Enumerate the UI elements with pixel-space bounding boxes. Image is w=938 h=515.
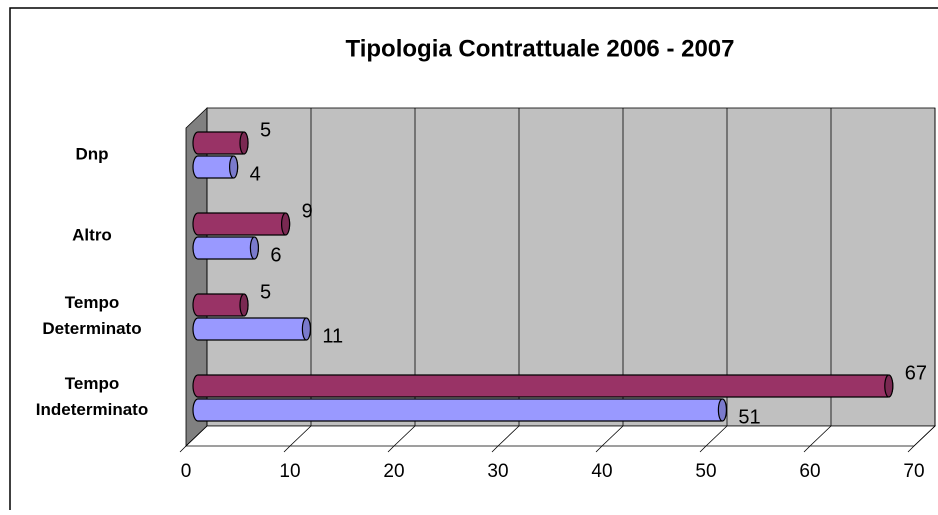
bar-cap [884, 374, 894, 398]
x-tick [387, 445, 395, 453]
floor-grid-line [913, 425, 936, 447]
bar-cap [249, 236, 259, 260]
bar-cap [239, 131, 249, 155]
x-tick-label: 60 [799, 461, 820, 482]
data-label: 67 [905, 362, 927, 384]
x-tick [803, 445, 811, 453]
bar-cap [239, 293, 249, 317]
x-tick [699, 445, 707, 453]
x-tick [179, 445, 187, 453]
x-tick [491, 445, 499, 453]
x-tick-label: 30 [487, 461, 508, 482]
y-tick-label: Tempo Indeterminato [36, 374, 148, 419]
bar [192, 374, 894, 398]
x-tick [283, 445, 291, 453]
floor-grid-line [497, 425, 520, 447]
chart-title: Tipologia Contrattuale 2006 - 2007 [345, 35, 734, 62]
data-label: 4 [250, 163, 261, 185]
x-tick-label: 20 [383, 461, 404, 482]
y-tick-label: Altro [72, 225, 112, 244]
data-label: 11 [322, 325, 343, 347]
x-tick-label: 10 [279, 461, 300, 482]
x-tick-label: 70 [903, 461, 924, 482]
bar-cap [281, 212, 291, 236]
bar [192, 398, 728, 422]
bar-cap [717, 398, 728, 422]
x-tick-label: 0 [181, 461, 192, 482]
floor-grid-line [185, 425, 208, 447]
y-tick-label: Tempo Determinato [42, 293, 141, 338]
bar [192, 317, 312, 341]
floor [185, 425, 936, 447]
data-label: 5 [260, 119, 271, 141]
x-tick-label: 50 [695, 461, 716, 482]
data-label: 5 [260, 281, 271, 303]
x-tick-label: 40 [591, 461, 612, 482]
x-tick [907, 445, 915, 453]
data-label: 51 [738, 406, 760, 428]
floor-grid-line [393, 425, 416, 447]
y-tick-label: Dnp [75, 144, 108, 163]
floor-grid-line [809, 425, 832, 447]
data-label: 9 [302, 200, 313, 222]
bar-cap [229, 155, 239, 179]
floor-grid-line [289, 425, 312, 447]
floor-grid-line [601, 425, 624, 447]
back-wall [206, 107, 936, 427]
data-label: 6 [270, 244, 281, 266]
bar-cap [301, 317, 311, 341]
bar [192, 212, 291, 236]
floor-grid-line [705, 425, 728, 447]
bar [192, 236, 260, 260]
x-tick [595, 445, 603, 453]
